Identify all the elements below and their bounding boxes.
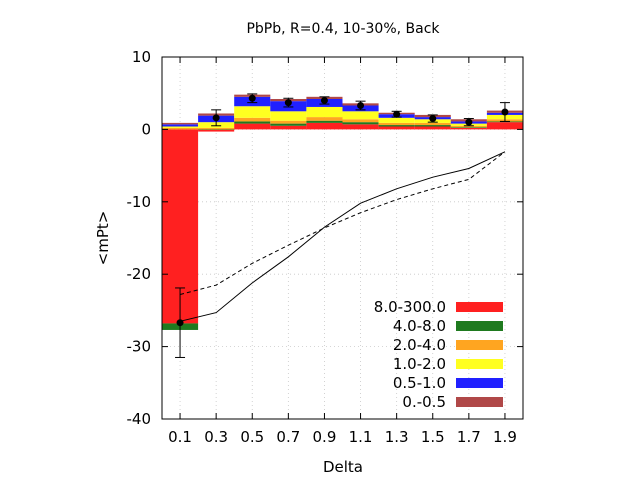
bar-segment: [270, 120, 307, 124]
bar-segment: [198, 129, 235, 130]
bar-segment: [414, 125, 451, 127]
bar-segment: [306, 117, 343, 121]
point-marker: [465, 118, 473, 126]
legend-label: 2.0-4.0: [393, 336, 446, 354]
y-tick-label: 10: [132, 48, 151, 66]
x-tick-label: 1.1: [349, 428, 373, 446]
legend-swatch: [456, 359, 503, 369]
data-points: [175, 93, 510, 358]
bar-segment: [414, 122, 451, 126]
point-marker: [176, 319, 184, 327]
legend-label: 0.-0.5: [402, 393, 446, 411]
y-tick-label: -20: [127, 265, 152, 283]
bar-segment: [234, 117, 271, 122]
bar-segment: [486, 122, 523, 130]
point-marker: [248, 94, 256, 102]
point-marker: [357, 102, 365, 110]
legend-entry: 0.-0.5: [402, 393, 503, 411]
bar-segment: [378, 117, 415, 123]
bar-segment: [450, 125, 487, 128]
point-marker: [320, 96, 328, 104]
axis-ticks: 0.1 0.3 0.5 0.7 0.9 1.1 1.3 1.5 1.7 1.9 10 0 -10 -20 -…: [127, 48, 523, 446]
legend-label: 1.0-2.0: [393, 355, 446, 373]
data-point: [175, 287, 186, 358]
y-tick-label: 0: [141, 120, 151, 138]
legend-swatch: [456, 340, 503, 350]
legend-swatch: [456, 397, 503, 407]
x-tick-label: 0.1: [168, 428, 192, 446]
data-point: [211, 109, 222, 127]
bar-segment: [342, 122, 379, 125]
legend-label: 8.0-300.0: [374, 298, 446, 316]
point-marker: [429, 115, 437, 123]
legend-entry: 0.5-1.0: [393, 374, 503, 392]
legend-label: 4.0-8.0: [393, 317, 446, 335]
legend-swatch: [456, 321, 503, 331]
bar-segment: [306, 120, 343, 123]
lines: [179, 151, 506, 322]
data-point: [463, 118, 474, 127]
x-tick-label: 0.9: [313, 428, 337, 446]
bar-segment: [342, 124, 379, 130]
bar-segment: [234, 121, 271, 124]
bar-segment: [162, 126, 199, 128]
bar-segment: [270, 125, 307, 130]
x-tick-label: 1.3: [385, 428, 409, 446]
x-tick-label: 1.7: [457, 428, 481, 446]
x-tick-label: 0.3: [204, 428, 228, 446]
plot-frame: [161, 56, 524, 420]
bar-segment: [414, 126, 451, 130]
x-axis-label: Delta: [323, 458, 363, 476]
data-point: [355, 100, 366, 111]
bar-segment: [342, 119, 379, 123]
y-axis-label: <mPt>: [94, 211, 112, 266]
bar-segment: [234, 123, 271, 130]
point-marker: [212, 114, 220, 122]
legend-entry: 1.0-2.0: [393, 355, 503, 373]
bar-segment: [162, 122, 199, 125]
bar-segment: [378, 125, 415, 127]
point-marker: [501, 108, 509, 116]
x-tick-label: 0.5: [240, 428, 264, 446]
bar-segment: [306, 106, 343, 118]
dashed-line: [179, 151, 506, 295]
x-tick-label: 0.7: [276, 428, 300, 446]
y-tick-label: -40: [127, 410, 152, 428]
x-tick-label: 1.5: [421, 428, 445, 446]
data-point: [499, 102, 510, 122]
bar-segment: [162, 124, 199, 127]
y-tick-label: -10: [127, 193, 152, 211]
bar-segment: [306, 122, 343, 130]
data-point: [427, 114, 438, 123]
data-point: [247, 93, 258, 104]
x-tick-label: 1.9: [493, 428, 517, 446]
bar-segment: [342, 111, 379, 120]
point-marker: [284, 99, 292, 107]
bar-segment: [378, 126, 415, 130]
bar-segment: [378, 122, 415, 126]
bar-segment: [234, 106, 271, 118]
legend: 8.0-300.04.0-8.02.0-4.01.0-2.00.5-1.00.-…: [374, 298, 503, 411]
bar-segment: [270, 123, 307, 126]
bar-segment: [450, 127, 487, 128]
data-point: [283, 97, 294, 108]
legend-entry: 4.0-8.0: [393, 317, 503, 335]
legend-swatch: [456, 378, 503, 388]
chart-title: PbPb, R=0.4, 10-30%, Back: [246, 21, 440, 37]
legend-label: 0.5-1.0: [393, 374, 446, 392]
data-point: [391, 110, 402, 118]
legend-swatch: [456, 302, 503, 312]
solid-line: [179, 151, 506, 322]
bar-segment: [270, 111, 307, 121]
data-point: [319, 96, 330, 105]
bar-segment: [450, 127, 487, 130]
bar-segment: [162, 127, 199, 130]
y-tick-label: -30: [127, 338, 152, 356]
bar-segment: [198, 127, 235, 130]
legend-entry: 2.0-4.0: [393, 336, 503, 354]
point-marker: [393, 110, 401, 118]
legend-entry: 8.0-300.0: [374, 298, 503, 316]
bar-segment: [198, 129, 235, 132]
